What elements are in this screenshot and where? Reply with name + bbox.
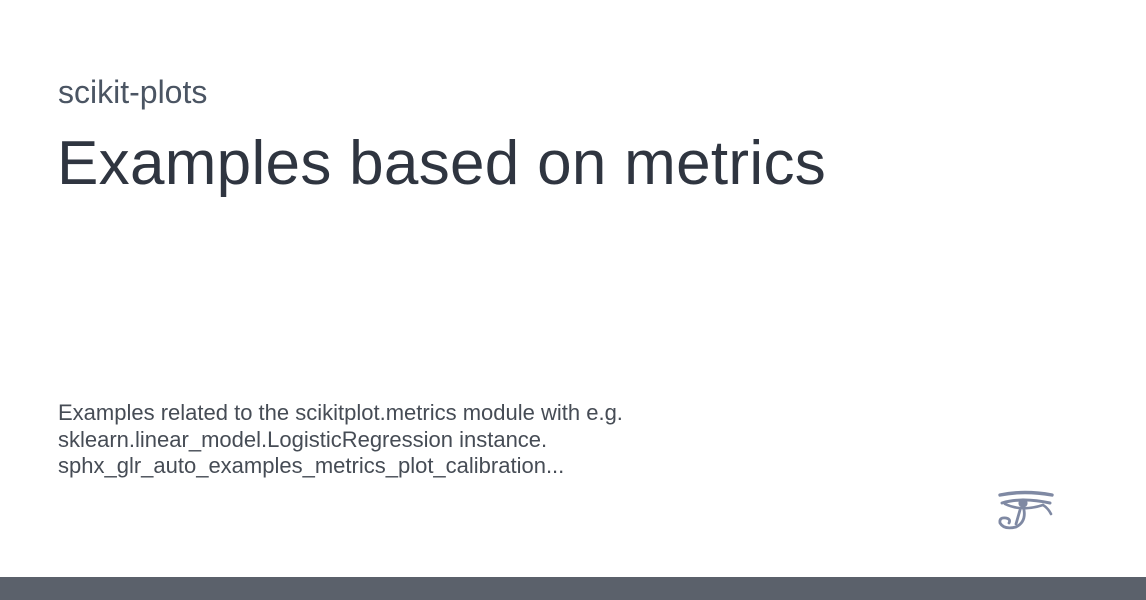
description-line: sphx_glr_auto_examples_metrics_plot_cali… (58, 453, 565, 478)
footer-bar (0, 577, 1146, 600)
description-line: sklearn.linear_model.LogisticRegression … (58, 426, 548, 452)
eye-of-horus-icon (998, 490, 1054, 530)
page-description: Examples related to the scikitplot.metri… (58, 400, 758, 480)
page-title: Examples based on metrics (57, 129, 827, 198)
site-name: scikit-plots (58, 74, 208, 110)
description-line: Examples related to the scikitplot.metri… (58, 400, 623, 425)
